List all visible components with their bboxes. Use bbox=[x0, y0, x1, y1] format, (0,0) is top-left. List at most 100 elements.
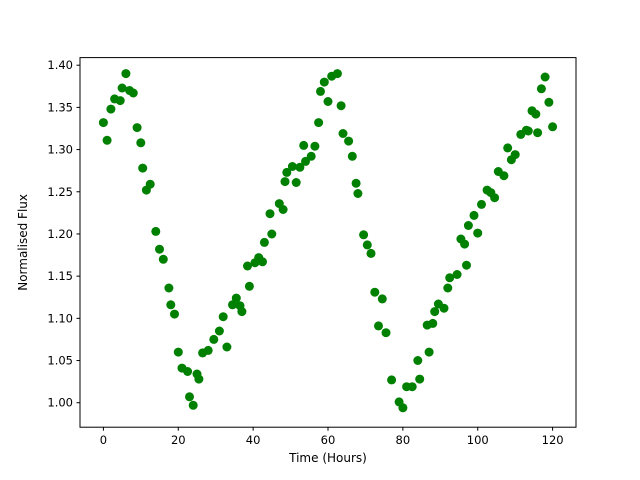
data-point bbox=[158, 254, 168, 264]
data-point bbox=[353, 189, 363, 198]
data-point bbox=[291, 178, 301, 187]
data-point bbox=[413, 356, 423, 365]
data-point bbox=[173, 347, 183, 357]
data-point bbox=[188, 400, 198, 410]
data-point bbox=[282, 167, 292, 177]
data-point bbox=[377, 294, 387, 304]
data-point bbox=[267, 229, 277, 239]
x-tick-label: 40 bbox=[246, 433, 261, 447]
y-tick-label: 1.10 bbox=[47, 311, 73, 325]
data-point bbox=[218, 312, 228, 322]
data-point bbox=[115, 96, 125, 106]
data-point bbox=[332, 69, 342, 79]
x-tick-label: 60 bbox=[321, 433, 336, 447]
y-tick-label: 1.30 bbox=[47, 143, 73, 157]
data-point bbox=[151, 226, 161, 236]
data-point bbox=[323, 97, 333, 106]
data-point bbox=[499, 171, 509, 181]
axis-ticks: 0 20 40 60 80 100 120 1.00 1.05 1.10 1.15 1.20 1.25 1… bbox=[47, 58, 563, 447]
data-point bbox=[243, 261, 252, 271]
data-point bbox=[338, 129, 348, 138]
data-point bbox=[194, 374, 204, 384]
data-points bbox=[98, 69, 558, 413]
data-point bbox=[209, 334, 219, 344]
data-point bbox=[98, 118, 108, 128]
data-point bbox=[132, 123, 142, 133]
data-point bbox=[531, 109, 541, 119]
y-tick-label: 1.15 bbox=[47, 269, 73, 283]
data-point bbox=[424, 347, 434, 357]
data-point bbox=[183, 367, 193, 376]
data-point bbox=[490, 193, 500, 203]
data-point bbox=[510, 150, 520, 160]
data-point bbox=[155, 244, 164, 254]
data-point bbox=[523, 126, 533, 136]
data-point bbox=[544, 97, 554, 107]
data-point bbox=[203, 345, 213, 355]
data-point bbox=[548, 122, 558, 132]
data-point bbox=[415, 374, 425, 384]
data-point bbox=[164, 283, 174, 293]
data-point bbox=[443, 283, 453, 293]
y-tick-label: 1.00 bbox=[47, 396, 73, 410]
data-point bbox=[344, 136, 354, 146]
data-point bbox=[259, 237, 269, 247]
x-tick-label: 100 bbox=[467, 433, 489, 447]
data-point bbox=[463, 221, 473, 230]
data-point bbox=[319, 77, 329, 87]
data-point bbox=[280, 177, 290, 187]
plot-frame bbox=[79, 57, 577, 428]
data-point bbox=[359, 230, 369, 240]
data-point bbox=[299, 140, 309, 150]
data-point bbox=[469, 210, 479, 220]
data-point bbox=[102, 135, 112, 145]
data-point bbox=[462, 260, 471, 270]
y-tick-label: 1.40 bbox=[47, 58, 73, 72]
data-point bbox=[287, 162, 297, 171]
data-point bbox=[477, 199, 486, 209]
data-point bbox=[503, 143, 513, 153]
data-point bbox=[366, 248, 376, 258]
y-tick-label: 1.25 bbox=[47, 185, 73, 199]
data-point bbox=[347, 151, 357, 161]
data-point bbox=[166, 300, 176, 310]
data-point bbox=[314, 118, 324, 128]
data-point bbox=[536, 84, 546, 94]
data-point bbox=[387, 375, 397, 385]
data-point bbox=[265, 209, 275, 219]
data-point bbox=[428, 318, 438, 328]
y-tick-label: 1.35 bbox=[47, 100, 73, 114]
data-point bbox=[228, 300, 237, 310]
data-point bbox=[138, 163, 148, 173]
data-point bbox=[374, 321, 383, 331]
data-point bbox=[336, 101, 346, 111]
x-tick-label: 20 bbox=[171, 433, 186, 447]
data-point bbox=[222, 342, 232, 352]
data-point bbox=[295, 162, 305, 172]
data-point bbox=[430, 307, 440, 317]
data-point bbox=[106, 104, 116, 114]
data-point bbox=[362, 240, 372, 250]
data-point bbox=[381, 328, 391, 338]
data-point bbox=[185, 392, 194, 402]
data-point bbox=[145, 179, 155, 189]
data-point bbox=[306, 151, 316, 161]
data-point bbox=[398, 403, 408, 413]
data-point bbox=[407, 382, 417, 392]
data-point bbox=[533, 128, 543, 138]
data-point bbox=[452, 270, 462, 279]
y-tick-label: 1.20 bbox=[47, 227, 73, 241]
data-point bbox=[460, 239, 470, 249]
data-point bbox=[244, 281, 254, 291]
data-point bbox=[316, 86, 325, 96]
data-point bbox=[445, 273, 455, 283]
data-point bbox=[278, 205, 288, 214]
y-axis-label: Normalised Flux bbox=[16, 194, 30, 291]
data-point bbox=[121, 69, 131, 79]
data-point bbox=[117, 83, 127, 93]
data-point bbox=[540, 72, 550, 82]
data-point bbox=[473, 228, 483, 238]
data-point bbox=[237, 307, 247, 317]
